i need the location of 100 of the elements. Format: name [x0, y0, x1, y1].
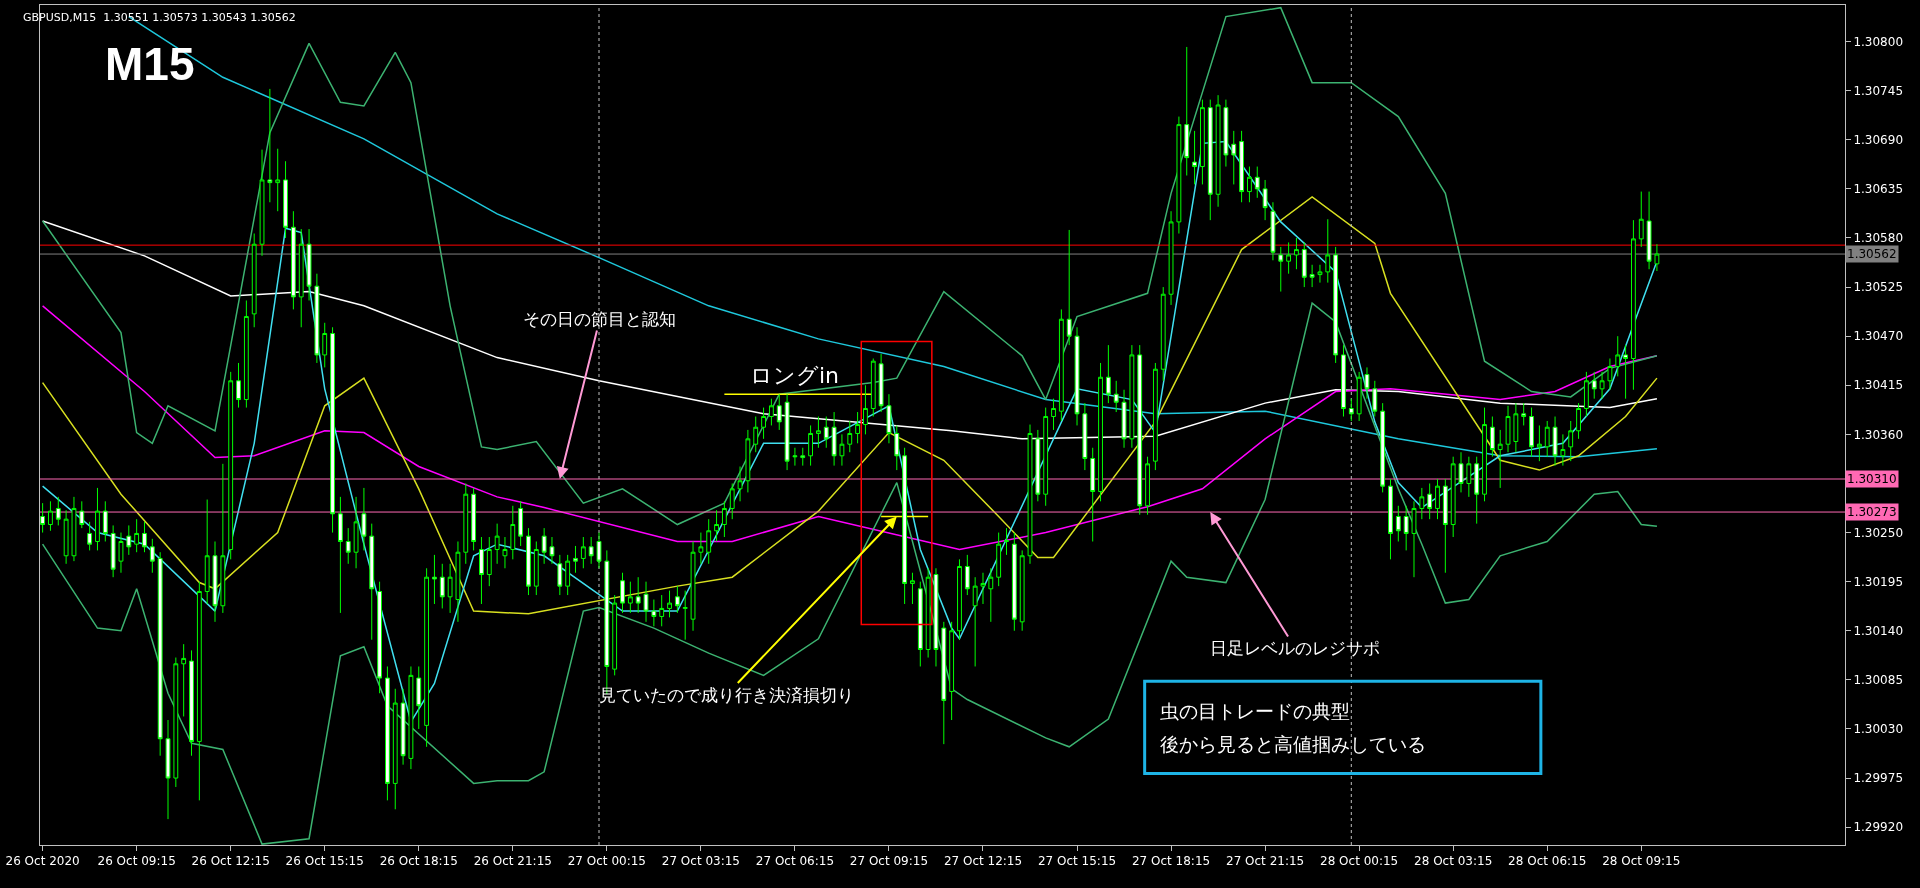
- y-tick-label: 1.30415: [1853, 378, 1904, 393]
- annotation: 虫の目トレードの典型: [1160, 700, 1350, 722]
- candlestick: [1090, 447, 1096, 542]
- candlestick: [541, 527, 547, 565]
- x-tick-label: 27 Oct 18:15: [1131, 854, 1211, 869]
- candlestick: [1419, 487, 1425, 520]
- x-tick-label: 27 Oct 00:15: [567, 854, 646, 869]
- candlestick: [1168, 210, 1174, 306]
- candlestick: [533, 540, 539, 596]
- candlestick: [1309, 264, 1315, 288]
- y-tick-label: 1.29920: [1853, 820, 1904, 835]
- candlestick: [690, 540, 696, 632]
- annotation: その日の節目と認知: [523, 309, 676, 329]
- candlestick: [385, 665, 390, 801]
- candlestick: [1544, 420, 1550, 458]
- candlestick: [157, 551, 163, 757]
- candlestick: [612, 594, 618, 676]
- candlestick: [1301, 241, 1307, 288]
- candlestick: [627, 581, 633, 614]
- ref-line-label: 1.30310: [1847, 472, 1897, 486]
- candlestick: [1497, 429, 1503, 489]
- candlestick: [1113, 380, 1119, 413]
- candlestick: [925, 567, 931, 659]
- candlestick: [526, 527, 531, 596]
- candlestick: [298, 228, 304, 328]
- candlestick: [706, 518, 712, 565]
- candlestick: [714, 509, 719, 542]
- candlestick: [212, 540, 218, 623]
- candlestick: [1066, 229, 1072, 346]
- candlestick: [1654, 243, 1660, 272]
- candlestick: [620, 572, 625, 614]
- candlestick: [745, 429, 751, 493]
- candlestick: [667, 590, 672, 618]
- candlestick: [1552, 416, 1558, 467]
- candlestick: [408, 665, 414, 770]
- candlestick: [1403, 505, 1409, 551]
- candlestick: [306, 228, 312, 301]
- x-tick-label: 28 Oct 06:15: [1508, 854, 1587, 869]
- candlestick: [933, 567, 939, 667]
- candlestick: [980, 572, 986, 605]
- x-tick-label: 28 Oct 09:15: [1602, 854, 1681, 869]
- candlestick: [181, 643, 187, 717]
- candlestick: [761, 407, 766, 440]
- candlestick: [369, 523, 375, 641]
- annotation: M15: [105, 38, 195, 90]
- candlestick: [1568, 420, 1574, 462]
- candlestick: [1192, 130, 1197, 185]
- candlestick: [1294, 237, 1299, 270]
- candlestick: [479, 536, 484, 605]
- y-tick-label: 1.30635: [1853, 182, 1904, 197]
- candlestick: [416, 665, 422, 730]
- candlestick: [1411, 500, 1417, 578]
- candlestick: [1458, 451, 1464, 493]
- x-tick-label: 27 Oct 06:15: [755, 854, 835, 869]
- candlestick: [447, 563, 453, 614]
- candlestick: [510, 505, 516, 560]
- candlestick: [251, 233, 257, 328]
- x-tick-label: 27 Oct 12:15: [943, 854, 1023, 869]
- candlestick: [1489, 416, 1495, 458]
- candlestick: [588, 536, 594, 565]
- candlestick: [1317, 264, 1323, 284]
- candlestick: [110, 524, 116, 578]
- candlestick: [87, 521, 93, 551]
- candlestick: [1513, 402, 1519, 453]
- candlestick: [651, 599, 657, 627]
- y-tick-label: 1.30800: [1853, 34, 1904, 49]
- candlestick: [573, 545, 578, 574]
- candlestick: [79, 500, 85, 529]
- candlestick: [196, 581, 202, 801]
- y-tick-label: 1.30030: [1853, 722, 1904, 737]
- candlestick: [1043, 407, 1049, 507]
- candlestick: [565, 554, 571, 596]
- candlestick: [1011, 532, 1017, 632]
- candlestick: [1646, 191, 1652, 270]
- candlestick: [1395, 505, 1401, 542]
- candlestick: [95, 487, 100, 551]
- candlestick: [189, 649, 194, 757]
- candlestick: [392, 688, 398, 810]
- candlestick: [839, 433, 845, 467]
- y-tick-label: 1.30745: [1853, 83, 1904, 98]
- x-tick-label: 27 Oct 21:15: [1225, 854, 1305, 869]
- candlestick: [1058, 308, 1064, 422]
- candlestick: [220, 463, 226, 614]
- candlestick: [1341, 344, 1346, 418]
- candlestick: [314, 273, 320, 364]
- candlestick: [55, 496, 61, 526]
- candlestick: [1004, 527, 1009, 556]
- candlestick: [40, 502, 46, 534]
- candlestick: [1247, 166, 1252, 203]
- y-tick-label: 1.30085: [1853, 673, 1904, 688]
- candlestick: [1631, 219, 1636, 391]
- candlestick: [1325, 218, 1331, 284]
- candlestick: [455, 540, 461, 623]
- y-tick-label: 1.30140: [1853, 623, 1904, 638]
- candlestick: [439, 563, 445, 609]
- y-tick-label: 1.30195: [1853, 574, 1904, 589]
- candlestick: [518, 500, 524, 547]
- candlestick: [949, 621, 955, 721]
- ref-line-label: 1.30273: [1847, 505, 1897, 519]
- line-series: [41, 302, 1658, 845]
